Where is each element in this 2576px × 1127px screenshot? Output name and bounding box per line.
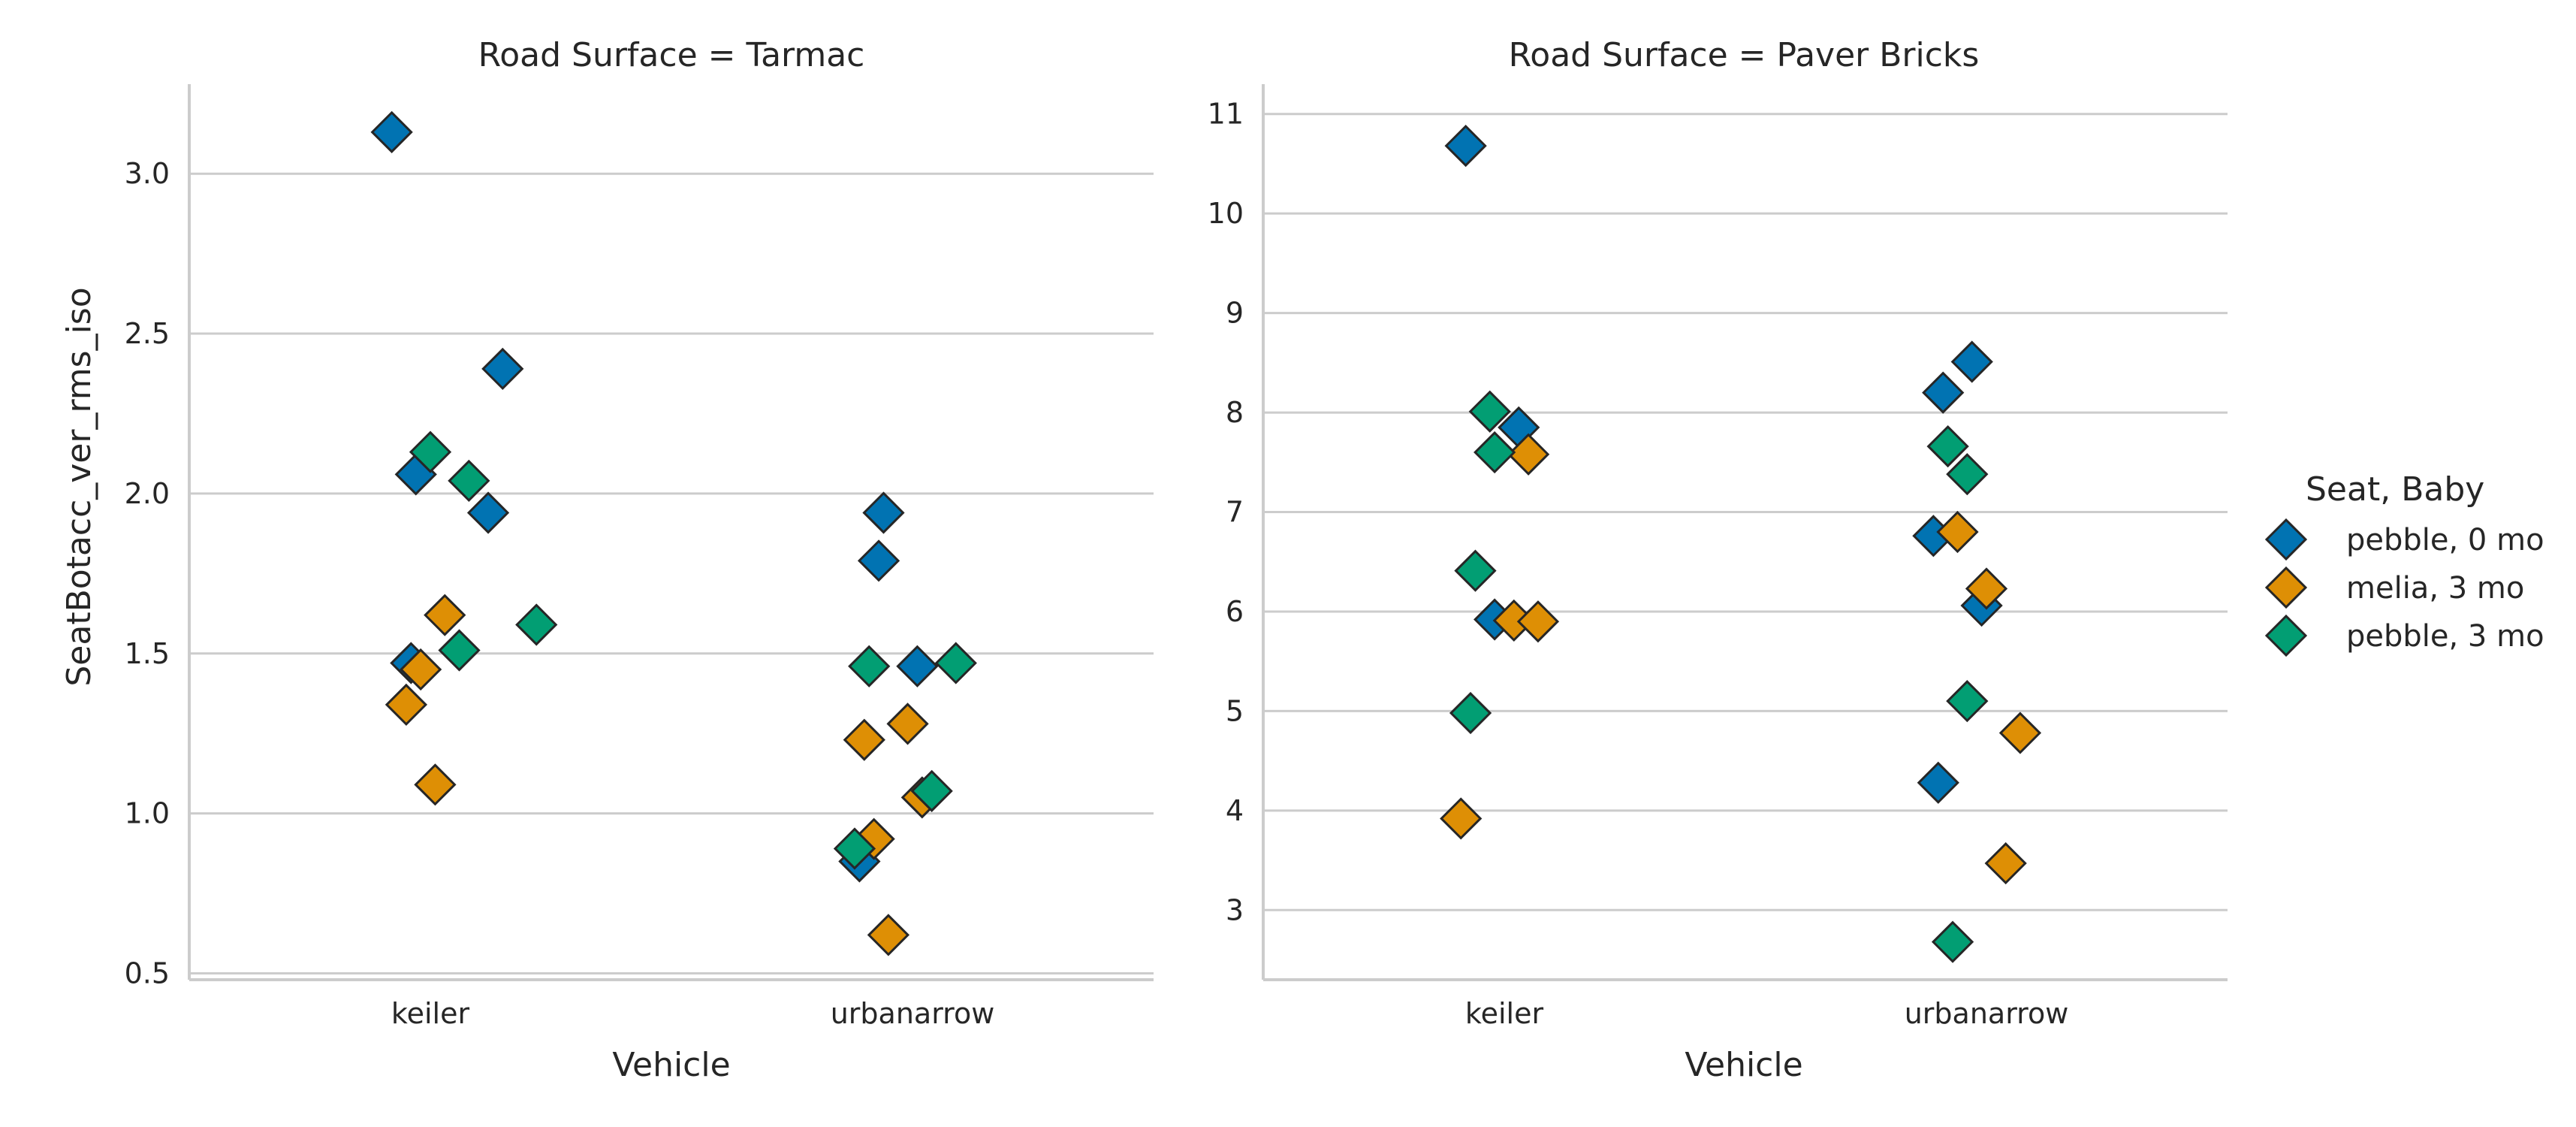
series-pebble-3-mo — [1449, 390, 1989, 963]
data-point — [1946, 680, 1989, 723]
panel-title: Road Surface = Paver Bricks — [1509, 36, 1980, 74]
data-point — [1926, 425, 1969, 468]
series-melia-3-mo — [1440, 433, 2042, 885]
data-point — [481, 347, 524, 391]
data-point — [1946, 453, 1989, 496]
panel-paver-bricks: Road Surface = Paver Bricks Vehicle 3 4 5 6… — [1208, 36, 2228, 1084]
y-tick-label: 1.5 — [125, 637, 170, 670]
diamond-icon — [2264, 518, 2308, 561]
legend: Seat, Baby pebble, 0 mo melia, 3 mo pebb… — [2264, 470, 2544, 657]
data-point — [1454, 549, 1497, 592]
y-tick-label: 7 — [1226, 496, 1244, 529]
data-point — [833, 827, 876, 870]
x-tick-label: keiler — [391, 997, 470, 1030]
y-tick-label: 6 — [1226, 595, 1244, 628]
y-tick-label: 5 — [1226, 694, 1244, 727]
y-tick-label: 1.0 — [125, 797, 170, 830]
diamond-icon — [2264, 614, 2308, 657]
diamond-icon — [2264, 566, 2308, 609]
data-point — [1998, 712, 2042, 754]
legend-item: pebble, 3 mo — [2264, 614, 2544, 657]
data-point — [424, 594, 466, 636]
data-point — [466, 491, 510, 534]
panel-title: Road Surface = Tarmac — [478, 36, 865, 74]
data-point — [1516, 600, 1560, 643]
y-tick-label: 2.5 — [125, 317, 170, 350]
series-pebble-3-mo — [409, 431, 977, 870]
data-point — [414, 763, 457, 806]
y-tick-label: 3.0 — [125, 157, 170, 190]
data-point — [1984, 841, 2027, 885]
panel-tarmac: Road Surface = Tarmac SeatBotacc_ver_rms… — [60, 36, 1154, 1084]
data-point — [448, 459, 490, 503]
data-point — [886, 702, 929, 745]
data-point — [910, 769, 953, 812]
x-tick-label: keiler — [1465, 997, 1544, 1030]
data-point — [862, 491, 905, 534]
data-point — [1936, 510, 1979, 554]
y-tick-label: 4 — [1226, 794, 1244, 827]
legend-label: melia, 3 mo — [2346, 571, 2524, 606]
legend-title: Seat, Baby — [2306, 470, 2484, 509]
data-point — [1440, 797, 1483, 840]
y-tick-label: 0.5 — [125, 956, 170, 990]
legend-item: melia, 3 mo — [2264, 566, 2524, 609]
data-point — [370, 110, 413, 153]
x-axis-label: Vehicle — [612, 1046, 730, 1084]
data-point — [515, 603, 558, 646]
data-point — [400, 648, 442, 691]
data-point — [867, 914, 910, 956]
data-point — [438, 629, 481, 672]
data-point — [1449, 691, 1492, 735]
y-tick-label: 11 — [1208, 98, 1244, 131]
y-tick-label: 3 — [1226, 893, 1244, 926]
gridlines — [1263, 113, 2228, 911]
legend-label: pebble, 0 mo — [2346, 523, 2544, 557]
x-tick-label: urbanarrow — [831, 997, 995, 1030]
data-point — [1507, 433, 1550, 476]
x-axis-label: Vehicle — [1685, 1046, 1802, 1084]
data-point — [1917, 761, 1959, 804]
data-point — [1444, 124, 1487, 168]
y-tick-label: 9 — [1226, 297, 1244, 330]
data-point — [385, 683, 428, 727]
legend-item: pebble, 0 mo — [2264, 518, 2544, 561]
y-tick-label: 8 — [1226, 396, 1244, 429]
gridlines — [189, 172, 1154, 974]
y-tick-label: 2.0 — [125, 477, 170, 510]
data-point — [896, 645, 939, 687]
x-tick-label: urbanarrow — [1905, 997, 2069, 1030]
series-pebble-0-mo — [370, 110, 939, 883]
data-point — [1965, 567, 2008, 610]
y-tick-label: 10 — [1208, 197, 1244, 230]
data-point — [1950, 340, 1993, 383]
data-point — [852, 817, 895, 860]
data-point — [1931, 920, 1974, 963]
data-point — [843, 718, 885, 761]
legend-label: pebble, 3 mo — [2346, 619, 2544, 654]
data-point — [1474, 431, 1516, 474]
data-point — [1468, 390, 1511, 433]
data-point — [857, 539, 900, 582]
y-axis-label: SeatBotacc_ver_rms_iso — [60, 287, 98, 686]
data-point — [934, 642, 977, 684]
data-point — [409, 431, 452, 473]
data-point — [1922, 371, 1965, 414]
data-point — [848, 645, 891, 687]
